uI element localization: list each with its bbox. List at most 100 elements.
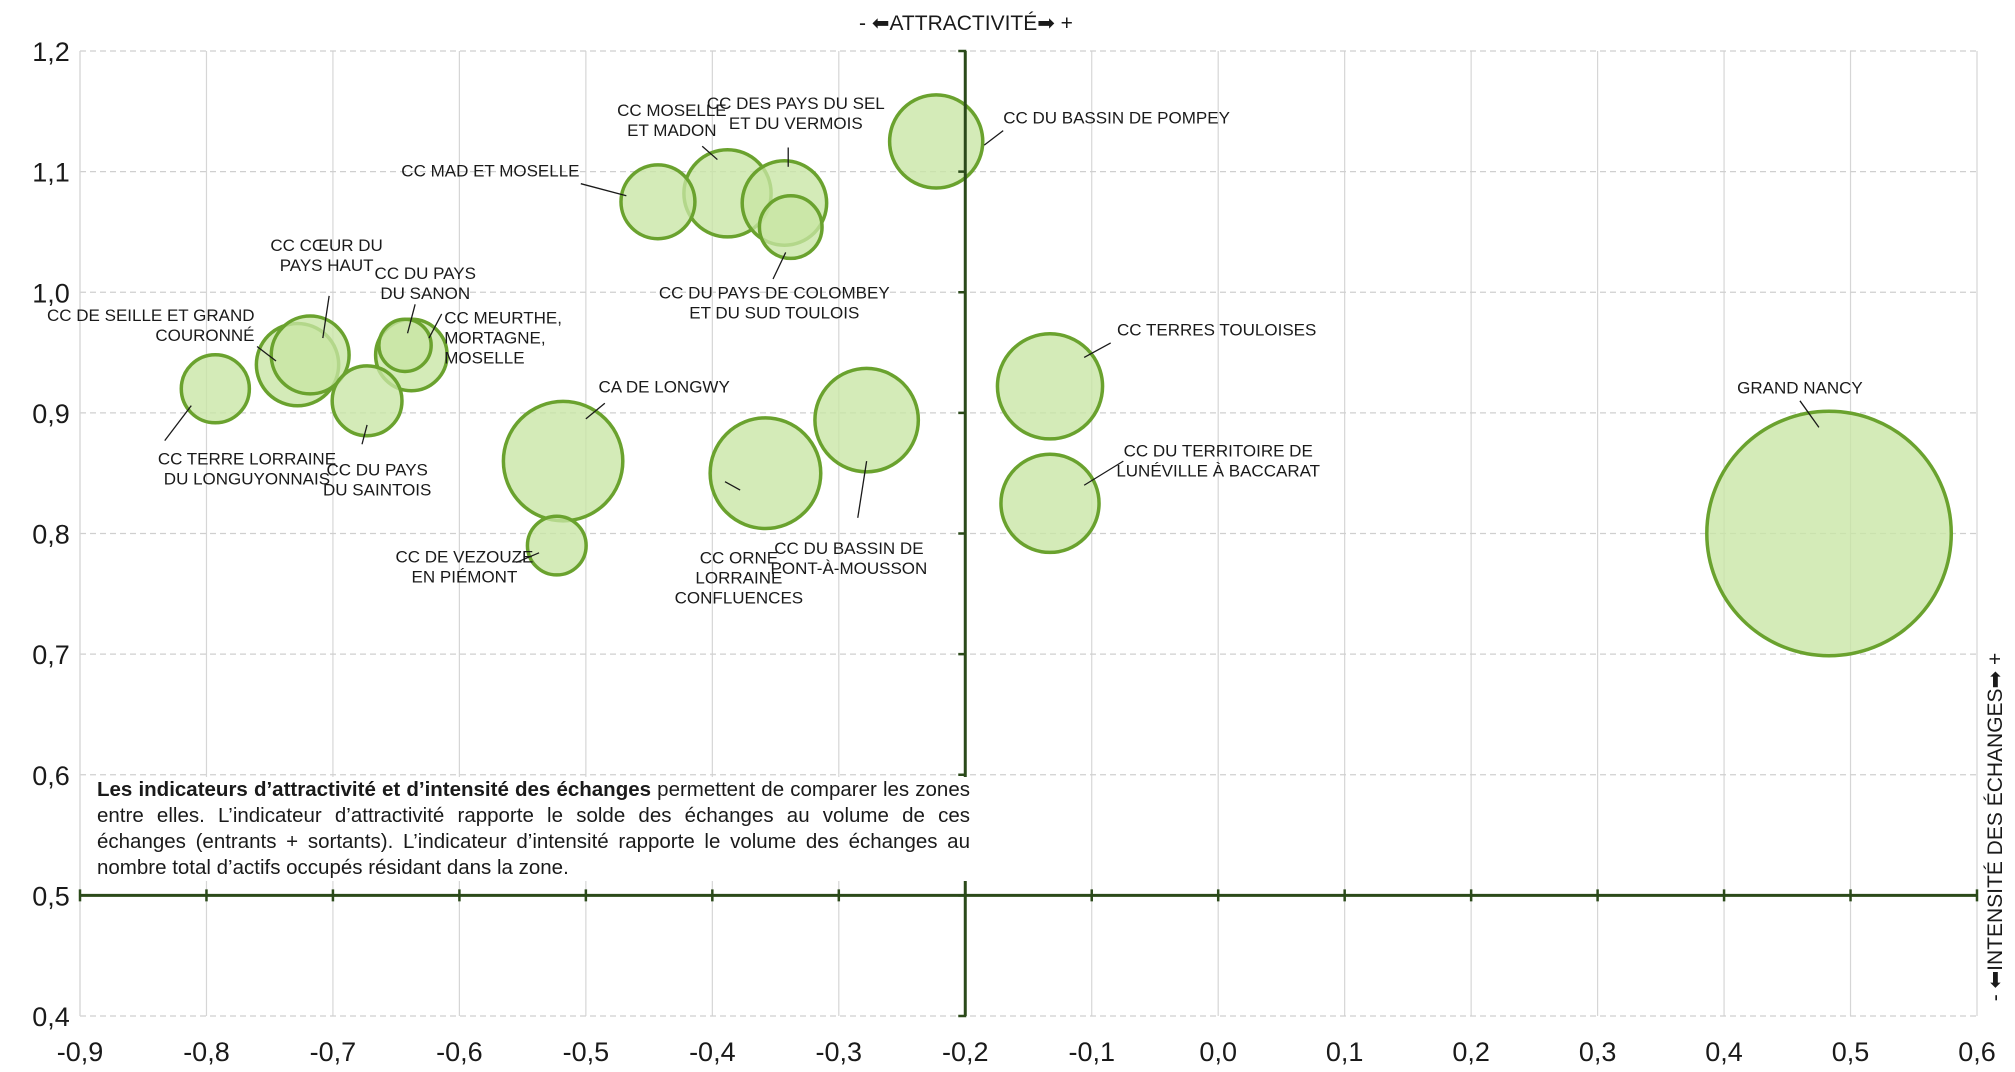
leader-line <box>585 402 606 420</box>
y-tick-label: 0,8 <box>32 520 70 550</box>
bubble-label: CC DU TERRITOIRE DE LUNÉVILLE À BACCARAT <box>1116 441 1320 480</box>
leader-line <box>361 424 368 445</box>
bubble <box>330 364 404 438</box>
x-tick-label: 0,3 <box>1579 1037 1617 1067</box>
bubble <box>377 317 433 374</box>
bubble <box>813 366 921 474</box>
bubble-label-line: ET DU VERMOIS <box>729 114 863 133</box>
x-tick-label: -0,5 <box>563 1037 610 1067</box>
x-tick-label: -0,1 <box>1068 1037 1115 1067</box>
bubble <box>269 314 351 396</box>
y-tick-label: 0,4 <box>32 1002 70 1032</box>
bubble-label: CC TERRES TOULOISES <box>1117 321 1316 340</box>
bubble-labels: CC TERRE LORRAINE DU LONGUYONNAIS CC DE SE… <box>47 94 1863 608</box>
leader-line <box>701 145 718 161</box>
leader-line <box>428 313 443 339</box>
bubble-series <box>179 93 1954 658</box>
bubble-label: CC DE VEZOUZE EN PIÉMONT <box>396 547 534 586</box>
bubble <box>525 514 588 577</box>
y-tick-label: 0,9 <box>32 399 70 429</box>
bubble-label: CC TERRE LORRAINE DU LONGUYONNAIS <box>158 450 336 489</box>
leader-line <box>256 346 277 362</box>
bubble-label-line: CC DU PAYS <box>375 264 476 283</box>
bubble-label: CC CŒUR DU PAYS HAUT <box>270 236 382 275</box>
bubble-label-line: CC DU TERRITOIRE DE <box>1124 441 1313 460</box>
bubble-label: CC DU BASSIN DE PONT-À-MOUSSON <box>771 539 928 578</box>
leader-line <box>724 481 741 491</box>
x-tick-label: -0,6 <box>436 1037 483 1067</box>
bubble-label-line: CC DU PAYS <box>327 461 428 480</box>
bubble <box>999 452 1101 555</box>
bubble-label-line: CC DU BASSIN DE <box>774 539 923 558</box>
bubble-label: CC DU PAYS DU SANON <box>375 264 476 303</box>
x-tick-label: 0,4 <box>1705 1037 1743 1067</box>
bubble-label-line: CC DES PAYS DU SEL <box>707 94 885 113</box>
x-tick-label: 0,1 <box>1326 1037 1364 1067</box>
bubble-label: CC MOSELLE ET MADON <box>617 101 727 140</box>
bubble-label-line: CC TERRE LORRAINE <box>158 450 336 469</box>
bubble-label-line: CC CŒUR DU <box>270 236 382 255</box>
y-tick-label: 1,0 <box>32 278 70 308</box>
bubble-label-line: CC ORNE <box>700 549 778 568</box>
leader-line <box>406 304 416 334</box>
leader-line <box>1799 400 1820 428</box>
x-tick-label: 0,0 <box>1199 1037 1237 1067</box>
leader-line <box>322 295 330 339</box>
y-tick-label: 0,6 <box>32 761 70 791</box>
bubble <box>887 93 985 190</box>
x-tick-label: -0,2 <box>942 1037 989 1067</box>
y-axis-title: - ⬅INTENSITÉ DES ÉCHANGES➡ + <box>1984 653 2007 1002</box>
explanatory-note: Les indicateurs d’attractivité et d’inte… <box>97 777 970 881</box>
leader-line <box>1083 460 1124 486</box>
bubble-label-line: CC MAD ET MOSELLE <box>401 161 579 180</box>
x-tick-label: -0,3 <box>816 1037 863 1067</box>
y-tick-label: 1,2 <box>32 37 70 67</box>
bubble-label: CC MAD ET MOSELLE <box>401 161 579 180</box>
leader-line <box>772 252 787 280</box>
bubble-label: GRAND NANCY <box>1737 379 1863 398</box>
bubble <box>1705 409 1954 658</box>
bubble-label: CC DU BASSIN DE POMPEY <box>1003 108 1230 127</box>
leader-line <box>857 461 868 518</box>
bubble-label-line: LORRAINE <box>695 569 782 588</box>
bubble-label-line: CC DU BASSIN DE POMPEY <box>1003 108 1230 127</box>
bubble-label-line: ET MADON <box>627 121 716 140</box>
bubble-label-line: PONT-À-MOUSSON <box>771 559 928 578</box>
bubble-label: CC DU PAYS DU SAINTOIS <box>323 461 431 500</box>
bubble-label-line: CC MOSELLE <box>617 101 727 120</box>
bubble-label: CA DE LONGWY <box>599 377 730 396</box>
bubble-label-line: DU LONGUYONNAIS <box>164 470 330 489</box>
bubble-label-line: DU SANON <box>380 284 470 303</box>
bubble-label-line: GRAND NANCY <box>1737 379 1863 398</box>
bubble-label-line: DU SAINTOIS <box>323 481 431 500</box>
bubble <box>708 416 823 531</box>
bubble-label-line: LUNÉVILLE À BACCARAT <box>1116 461 1320 480</box>
x-tick-label: 0,5 <box>1832 1037 1870 1067</box>
bubble <box>757 194 824 261</box>
bubble-label-line: ET DU SUD TOULOIS <box>689 303 859 322</box>
bubble <box>995 332 1105 441</box>
bubble-label: CC MEURTHE, MORTAGNE, MOSELLE <box>444 309 562 368</box>
bubble-label: CC DE SEILLE ET GRAND COURONNÉ <box>47 306 255 345</box>
bubble-label-line: PAYS HAUT <box>280 256 374 275</box>
x-tick-label: -0,8 <box>183 1037 230 1067</box>
bubble-label: CC ORNE LORRAINE CONFLUENCES <box>675 549 803 608</box>
y-tick-label: 1,1 <box>32 158 70 188</box>
x-tick-label: -0,7 <box>310 1037 357 1067</box>
note-bold-text: Les indicateurs d’attractivité et d’inte… <box>97 778 652 801</box>
bubble <box>619 163 697 241</box>
bubble-label-line: CC TERRES TOULOISES <box>1117 321 1316 340</box>
tick-labels: -0,9 -0,8 -0,7 -0,6 -0,5 -0,4 -0,3 -0,2 -0,1 0,0 0… <box>32 37 1996 1067</box>
x-tick-label: 0,2 <box>1452 1037 1490 1067</box>
y-tick-label: 0,5 <box>32 881 70 911</box>
bubble-label-line: MOSELLE <box>444 349 524 368</box>
bubble-label: CC DES PAYS DU SEL ET DU VERMOIS <box>707 94 885 133</box>
bubble <box>179 352 252 425</box>
bubble-label-line: EN PIÉMONT <box>412 567 518 586</box>
bubble-label-line: CC DU PAYS DE COLOMBEY <box>659 283 890 302</box>
bubble <box>501 399 625 523</box>
x-tick-label: -0,9 <box>57 1037 104 1067</box>
y-tick-label: 0,7 <box>32 640 70 670</box>
leader-line <box>516 552 540 564</box>
